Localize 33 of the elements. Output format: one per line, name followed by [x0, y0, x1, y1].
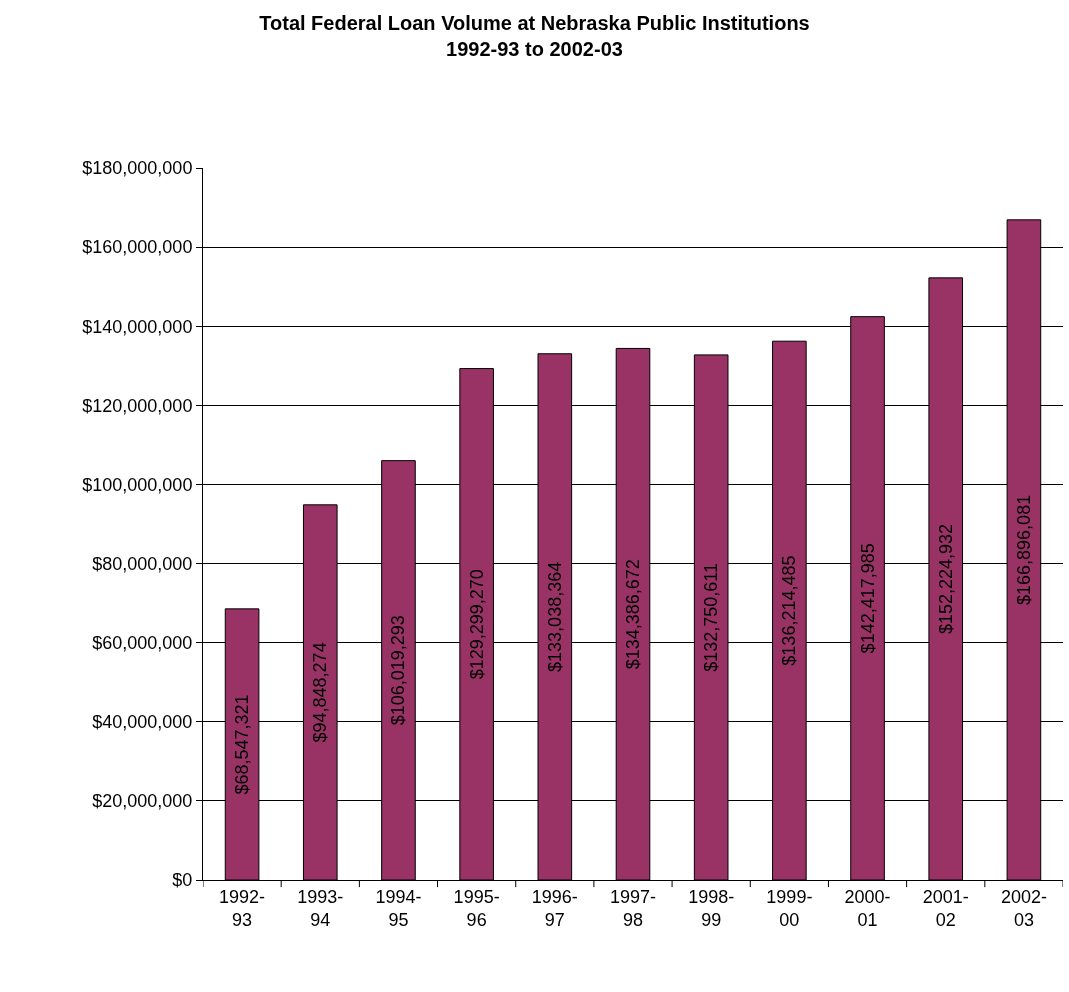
- x-tick-label: 1994-95: [375, 886, 422, 930]
- x-tick-label: 1993-94: [297, 886, 344, 930]
- x-tick-label: 1999-00: [766, 886, 813, 930]
- y-tick-label: $120,000,000: [82, 395, 193, 416]
- x-tick-label: 2000-01: [844, 886, 891, 930]
- y-tick-label: $40,000,000: [92, 712, 193, 733]
- y-tick-label: $160,000,000: [82, 237, 193, 258]
- y-tick-label: $140,000,000: [82, 316, 193, 337]
- data-label: $68,547,321: [232, 694, 253, 795]
- y-tick-label: $60,000,000: [92, 632, 193, 653]
- y-tick-label: $100,000,000: [82, 474, 193, 495]
- data-label: $142,417,985: [857, 543, 878, 654]
- x-tick-label: 2002-03: [1000, 886, 1047, 930]
- data-label: $94,848,274: [310, 642, 331, 743]
- data-label: $132,750,611: [701, 563, 722, 672]
- data-label: $129,299,270: [466, 569, 487, 680]
- x-tick-label: 1995-96: [453, 886, 500, 930]
- chart-title: Total Federal Loan Volume at Nebraska Public Institutions 1992-93 to 2002-03: [259, 11, 810, 60]
- y-tick-label: $80,000,000: [92, 553, 193, 574]
- x-tick-label: 2001-02: [922, 886, 969, 930]
- data-label: $166,896,081: [1013, 494, 1034, 605]
- x-tick-label: 1996-97: [531, 886, 578, 930]
- data-label: $134,386,672: [623, 559, 643, 670]
- data-label: $152,224,932: [935, 523, 956, 634]
- x-tick-label: 1997-98: [609, 886, 657, 930]
- y-tick-label: $20,000,000: [92, 791, 193, 812]
- x-tick-label: 1998-99: [688, 886, 735, 930]
- x-tick-label: 1992-93: [219, 886, 266, 930]
- data-label: $136,214,485: [779, 555, 800, 666]
- data-label: $106,019,293: [388, 615, 409, 726]
- data-label: $133,038,364: [544, 561, 565, 672]
- y-tick-label: $0: [172, 870, 193, 891]
- y-tick-label: $180,000,000: [82, 158, 193, 179]
